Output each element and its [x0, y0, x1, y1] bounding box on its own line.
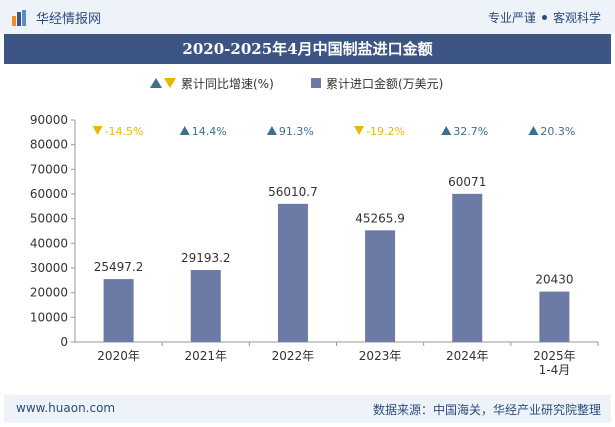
brand-logo-icon [12, 9, 26, 26]
legend-series-label: 累计进口金额(万美元) [326, 76, 443, 91]
y-tick-label: 30000 [30, 261, 68, 275]
x-tick-label: 2025年 1-4月 [533, 349, 576, 377]
bar-value-label: 25497.2 [94, 260, 144, 274]
growth-labels: -14.5% 14.4% 91.3% -19.2% 32.7% 20.3% [92, 125, 575, 138]
x-tick-label: 2021年 [184, 349, 227, 363]
legend: 累计同比增速(%) 累计进口金额(万美元) [150, 76, 443, 91]
bar [103, 279, 134, 342]
y-tick-label: 90000 [30, 113, 68, 127]
growth-label: 20.3% [540, 125, 575, 138]
y-tick-label: 70000 [30, 162, 68, 176]
legend-up-triangle-icon [150, 78, 162, 88]
x-tick-label: 2023年 [359, 349, 402, 363]
x-tick-label: 2020年 [97, 349, 140, 363]
bar [452, 193, 483, 342]
brand[interactable]: 华经情报网 [12, 8, 101, 27]
chart-title: 2020-2025年4月中国制盐进口金额 [182, 40, 433, 58]
tagline: 专业严谨 客观科学 [488, 9, 601, 26]
top-bar: 华经情报网 专业严谨 客观科学 [0, 0, 615, 34]
footer-source: 数据来源：中国海关，华经产业研究院整理 [372, 403, 601, 417]
separator-dot-icon [541, 15, 547, 20]
x-tick-label: 2022年 [272, 349, 315, 363]
y-tick-label: 10000 [30, 310, 68, 324]
y-tick-label: 0 [60, 335, 68, 349]
growth-down-triangle-icon [92, 126, 103, 135]
footer-url[interactable]: www.huaon.com [16, 401, 116, 415]
chart: 累计同比增速(%) 累计进口金额(万美元) 0 10000 20000 30000 400… [30, 76, 599, 377]
y-tick-label: 20000 [30, 286, 68, 300]
bar-value-label: 20430 [535, 273, 573, 287]
bar [365, 230, 396, 342]
x-tick-label: 2024年 [446, 349, 489, 363]
growth-up-triangle-icon [528, 126, 539, 135]
growth-label: 91.3% [279, 125, 314, 138]
bar-value-label: 29193.2 [181, 251, 231, 265]
bar [539, 291, 570, 342]
growth-label: -19.2% [366, 125, 405, 138]
legend-down-triangle-icon [164, 78, 176, 88]
x-axis: 2020年 2021年 2022年 2023年 2024年 2025年 1-4月 [75, 341, 599, 377]
y-tick-label: 50000 [30, 212, 68, 226]
y-tick-label: 80000 [30, 138, 68, 152]
growth-up-triangle-icon [179, 126, 190, 135]
growth-label: 14.4% [192, 125, 227, 138]
brand-name: 华经情报网 [36, 12, 102, 27]
bar-value-label: 45265.9 [355, 211, 405, 225]
tagline-right: 客观科学 [552, 11, 601, 25]
growth-up-triangle-icon [441, 126, 452, 135]
y-tick-label: 60000 [30, 187, 68, 201]
bars: 25497.2 29193.2 56010.7 45265.9 60071 20430 [94, 175, 574, 342]
growth-label: 32.7% [453, 125, 488, 138]
growth-down-triangle-icon [354, 126, 365, 135]
tagline-left: 专业严谨 [487, 11, 536, 25]
title-band: 2020-2025年4月中国制盐进口金额 [4, 34, 611, 64]
bar-value-label: 56010.7 [268, 185, 318, 199]
legend-growth-label: 累计同比增速(%) [181, 77, 274, 91]
y-tick-label: 40000 [30, 236, 68, 250]
y-axis: 0 10000 20000 30000 40000 50000 60000 70000 8000… [30, 113, 76, 349]
bar-value-label: 60071 [448, 175, 486, 189]
legend-bar-swatch [311, 78, 321, 88]
footer: www.huaon.com 数据来源：中国海关，华经产业研究院整理 [4, 395, 611, 423]
growth-up-triangle-icon [266, 126, 277, 135]
growth-label: -14.5% [105, 125, 144, 138]
bar [190, 269, 221, 342]
bar [277, 203, 308, 342]
